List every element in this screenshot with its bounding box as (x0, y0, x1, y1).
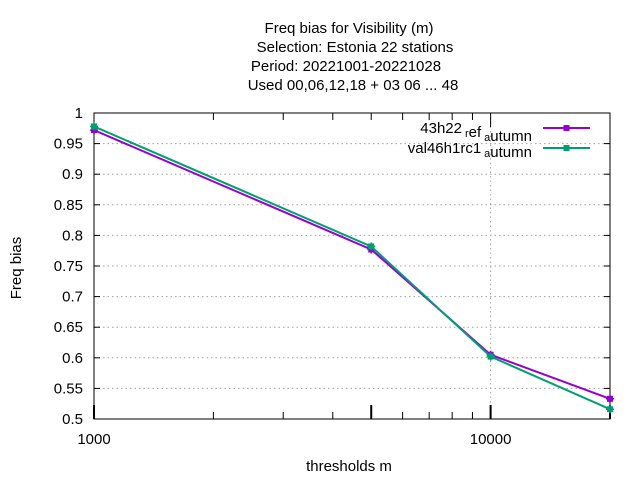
y-tick-label: 0.65 (54, 319, 83, 336)
series-line (93, 129, 611, 400)
legend-entry-2: val46h1rc1 autumn (408, 140, 590, 161)
y-tick-label: 1 (75, 105, 83, 122)
y-tick-label: 0.5 (62, 411, 83, 428)
y-axis-label: Freq bias (8, 237, 25, 300)
legend-label-part: utumn (490, 128, 532, 145)
y-tick-label: 0.85 (54, 197, 83, 214)
title-line-4: Used 00,06,12,18 + 03 06 ... 48 (248, 77, 459, 94)
x-tick-label: 10000 (470, 431, 512, 448)
legend-label: 43h22 ref autumn (420, 120, 532, 145)
title-line-2: Selection: Estonia 22 stations (257, 39, 454, 56)
legend-label-part: utumn (490, 144, 532, 161)
series-2 (90, 122, 614, 414)
title-line-3: Period: 20221001-20221028 (251, 58, 441, 75)
axis-ticks: 0.5 0.55 0.6 0.65 0.7 0.75 0.8 0.85 0.9 0.95 1 1000… (54, 105, 611, 448)
y-tick-label: 0.75 (54, 258, 83, 275)
y-tick-label: 0.9 (62, 166, 83, 183)
y-tick-label: 0.55 (54, 380, 83, 397)
series-line (93, 125, 611, 411)
legend-label-part: 43h22 (420, 120, 462, 137)
y-tick-label: 0.7 (62, 289, 83, 306)
series-1 (90, 126, 614, 403)
y-tick-label: 0.95 (54, 136, 83, 153)
series-layer (90, 122, 614, 414)
grid (94, 113, 610, 419)
y-tick-label: 0.8 (62, 227, 83, 244)
legend-label-subscript: a (484, 148, 491, 160)
legend-label-part: ef (469, 124, 482, 141)
chart-title: Freq bias for Visibility (m) Selection: … (248, 20, 459, 94)
y-tick-label: 0.6 (62, 350, 83, 367)
x-tick-label: 1000 (77, 431, 110, 448)
legend-label-part: val46h1rc1 (408, 140, 481, 157)
legend-label-subscript: r (465, 128, 469, 140)
legend-marker (563, 145, 570, 151)
title-line-1: Freq bias for Visibility (m) (265, 20, 434, 37)
legend-entry-1: 43h22 ref autumn (420, 120, 590, 145)
legend-label: val46h1rc1 autumn (408, 140, 532, 161)
legend-marker (563, 125, 570, 131)
x-axis-label: thresholds m (306, 458, 392, 475)
legend-label-subscript: a (484, 132, 491, 144)
